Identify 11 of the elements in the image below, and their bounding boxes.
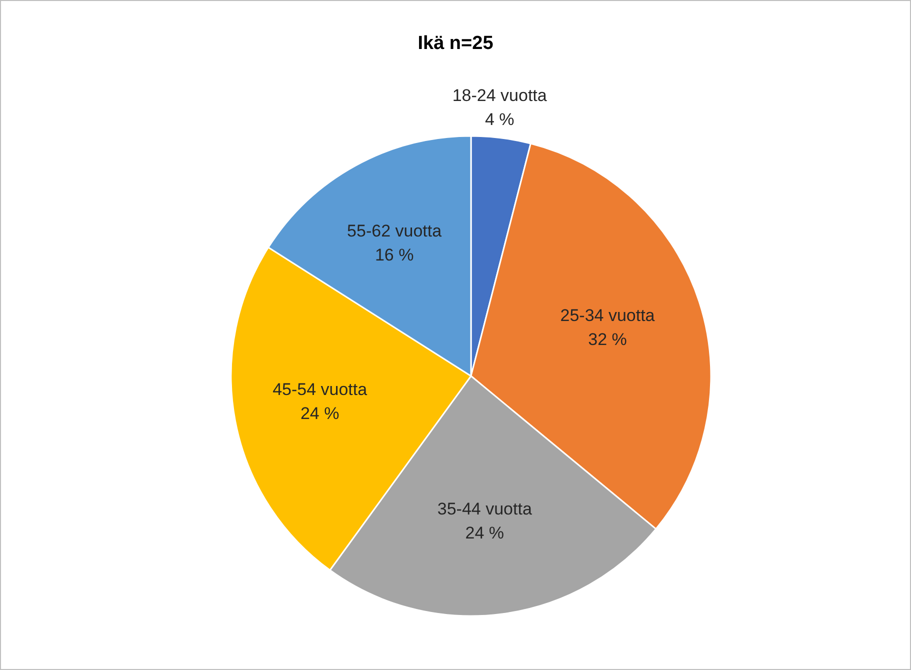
data-label: 24 % xyxy=(465,524,504,543)
chart-title: Ikä n=25 xyxy=(416,33,494,55)
data-label: 16 % xyxy=(374,246,414,265)
slice-label: 25-34 vuotta xyxy=(560,306,656,326)
slice-label: 45-54 vuotta xyxy=(272,380,368,399)
slice-label: 35-44 vuotta xyxy=(437,500,532,519)
data-label: 32 % xyxy=(588,330,627,350)
data-label: 4 % xyxy=(484,110,514,130)
slice-label: 55-62 vuotta xyxy=(347,222,442,241)
data-label: 24 % xyxy=(300,404,340,423)
slice-label: 18-24 vuotta xyxy=(452,86,548,106)
